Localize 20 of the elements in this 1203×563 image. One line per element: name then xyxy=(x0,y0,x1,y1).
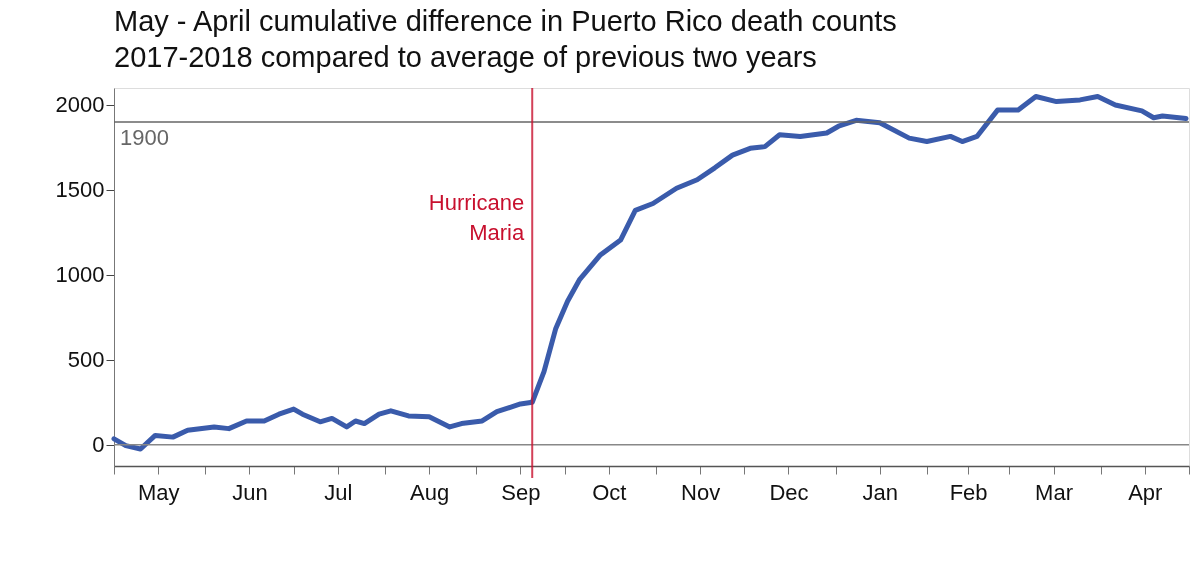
y-tick-label: 0 xyxy=(92,432,105,458)
chart-title: May - April cumulative difference in Puerto Rico death counts 2017-2018 compared to average of previous two years xyxy=(114,5,897,73)
y-tick-label: 1500 xyxy=(55,177,105,203)
y-tick-label: 500 xyxy=(67,347,105,373)
x-tick-label: Jan xyxy=(862,479,898,505)
x-tick-label: May xyxy=(137,479,180,505)
y-tick-label: 1000 xyxy=(55,262,105,288)
x-tick-label: Feb xyxy=(949,479,988,505)
y-tick-label: 2000 xyxy=(55,92,105,118)
x-tick-label: Nov xyxy=(681,479,721,505)
x-tick-label: Apr xyxy=(1128,479,1163,505)
x-tick-label: Oct xyxy=(592,479,627,505)
x-tick-label: Dec xyxy=(769,479,809,505)
ref-line-label: 1900 xyxy=(120,124,169,150)
x-tick-label: Aug xyxy=(410,479,450,505)
x-tick-label: Sep xyxy=(501,479,541,505)
x-tick-label: Jun xyxy=(232,479,268,505)
x-tick-label: Jul xyxy=(324,479,353,505)
x-tick-label: Mar xyxy=(1035,479,1073,505)
ref-line-label: Hurricane Maria xyxy=(428,190,525,245)
